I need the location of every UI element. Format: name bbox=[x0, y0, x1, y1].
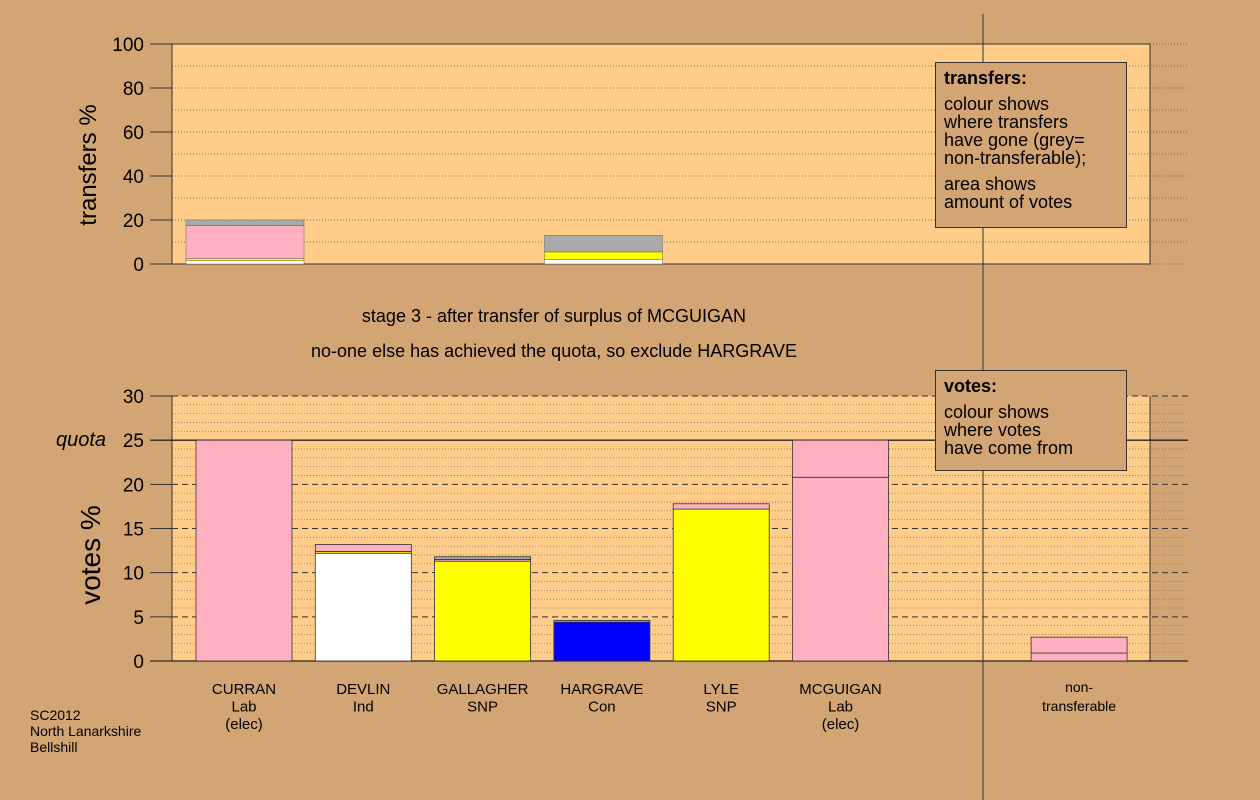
votes-legend-line: where votes bbox=[944, 420, 1042, 440]
transfer-segment-curran bbox=[185, 219, 305, 226]
transfers-legend-line: area shows bbox=[944, 174, 1037, 194]
transfer-segment-hargrave bbox=[544, 251, 663, 260]
votes-legend-line: have come from bbox=[944, 438, 1074, 458]
transfers-y-ticks: 0 20 40 60 80 100 bbox=[112, 35, 172, 276]
category-label: LYLE SNP bbox=[703, 681, 739, 716]
transfers-legend-line: amount of votes bbox=[944, 192, 1073, 212]
y-tick-label: 10 bbox=[123, 564, 144, 585]
transfer-segment-hargrave bbox=[544, 259, 663, 265]
y-tick-label: 5 bbox=[133, 608, 144, 629]
vote-segment-non-transferable bbox=[1030, 636, 1128, 654]
vote-segment-devlin bbox=[314, 552, 412, 662]
vote-segment-lyle bbox=[672, 503, 770, 510]
y-tick-label: 0 bbox=[133, 255, 144, 276]
category-label: non-transferable bbox=[1042, 679, 1116, 714]
category-label: MCGUIGAN Lab (elec) bbox=[799, 681, 882, 733]
stage-title: stage 3 - after transfer of surplus of M… bbox=[361, 306, 747, 326]
y-tick-label: 100 bbox=[112, 35, 144, 56]
transfer-segment-curran bbox=[185, 258, 305, 261]
vote-segment-non-transferable bbox=[1030, 652, 1128, 662]
y-tick-label: 60 bbox=[123, 123, 144, 144]
vote-segment-lyle bbox=[672, 508, 770, 662]
vote-segment-gallagher bbox=[434, 560, 532, 662]
y-tick-label: 15 bbox=[123, 520, 144, 541]
votes-category-labels: CURRAN Lab (elec) DEVLIN Ind GALLAGHER SNP HARG… bbox=[212, 679, 1116, 733]
vote-segment-hargrave bbox=[553, 619, 651, 623]
transfers-bars bbox=[185, 219, 663, 265]
y-tick-label: 20 bbox=[123, 211, 144, 232]
category-label: HARGRAVE Con bbox=[560, 681, 643, 716]
category-label: CURRAN Lab (elec) bbox=[212, 681, 276, 733]
y-tick-label: 30 bbox=[123, 387, 144, 408]
quota-label: quota bbox=[56, 429, 106, 451]
footer-line: North Lanarkshire bbox=[30, 723, 142, 739]
transfers-y-axis-label: transfers % bbox=[75, 104, 102, 225]
y-tick-label: 20 bbox=[123, 475, 144, 496]
votes-chart: 0 5 10 15 20 25 30 CURRAN Lab (elec) DEVLIN Ind GAL… bbox=[56, 387, 1188, 733]
vote-segment-curran bbox=[195, 439, 293, 662]
vote-segment-gallagher bbox=[434, 556, 532, 560]
votes-legend-line: colour shows bbox=[944, 402, 1050, 422]
transfer-segment-curran bbox=[185, 260, 305, 265]
votes-bars bbox=[195, 439, 1128, 662]
stage-subtitle: no-one else has achieved the quota, so e… bbox=[311, 341, 797, 361]
footer-line: Bellshill bbox=[30, 739, 78, 755]
y-tick-label: 25 bbox=[123, 431, 144, 452]
y-tick-label: 40 bbox=[123, 167, 144, 188]
footer-info: SC2012 North Lanarkshire Bellshill bbox=[30, 707, 141, 755]
transfers-legend-line: where transfers bbox=[944, 112, 1069, 132]
vote-segment-devlin bbox=[314, 544, 412, 552]
votes-legend-title: votes: bbox=[944, 376, 998, 396]
category-label: DEVLIN Ind bbox=[336, 681, 390, 716]
category-label: GALLAGHER SNP bbox=[437, 681, 529, 716]
footer-line: SC2012 bbox=[30, 707, 81, 723]
y-tick-label: 80 bbox=[123, 79, 144, 100]
transfers-legend-line: non-transferable); bbox=[944, 148, 1087, 168]
transfers-legend-line: colour shows bbox=[944, 94, 1050, 114]
y-tick-label: 0 bbox=[133, 652, 144, 673]
vote-segment-mcguigan bbox=[792, 476, 889, 662]
vote-segment-mcguigan bbox=[792, 439, 889, 478]
transfers-legend: transfers: colour shows where transfers … bbox=[935, 62, 1127, 228]
transfers-legend-title: transfers: bbox=[944, 68, 1028, 88]
votes-y-ticks: 0 5 10 15 20 25 30 bbox=[123, 387, 172, 673]
transfer-segment-hargrave bbox=[544, 235, 663, 253]
votes-legend: votes: colour shows where votes have com… bbox=[935, 370, 1127, 471]
transfer-segment-curran bbox=[185, 225, 305, 259]
transfers-legend-line: have gone (grey= bbox=[944, 130, 1085, 150]
votes-y-axis-label: votes % bbox=[75, 505, 106, 605]
vote-segment-hargrave bbox=[553, 621, 651, 662]
